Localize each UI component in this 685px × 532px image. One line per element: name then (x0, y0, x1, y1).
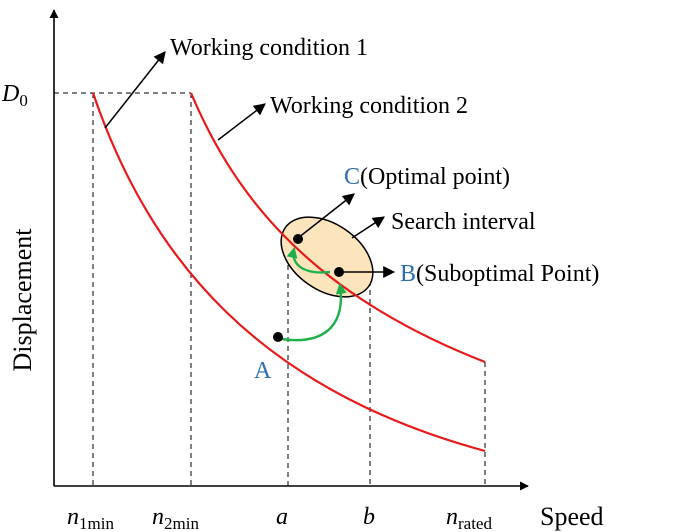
point-c-label: C(Optimal point) (344, 164, 510, 190)
working-condition-1-curve (91, 92, 486, 453)
point-b-label: B(Suboptimal Point) (400, 261, 599, 287)
x-tick-n2min: n2min (152, 504, 199, 532)
x-tick-a: a (276, 504, 288, 530)
working-condition-2-label: Working condition 2 (270, 93, 468, 119)
x-tick-b: b (363, 504, 375, 530)
x-tick-n1min-main: n (67, 504, 79, 530)
point-a-marker (273, 332, 283, 342)
x-tick-n2min-sub: 2min (164, 514, 199, 532)
y-tick-sub: 0 (19, 91, 28, 110)
x-tick-nrated: nrated (446, 504, 492, 532)
search-interval-pointer (351, 216, 386, 239)
working-condition-2-pointer (217, 103, 266, 141)
y-tick-d0: D0 (1, 81, 28, 110)
x-axis-label: Speed (540, 502, 604, 531)
y-tick-main: D (1, 81, 19, 107)
dashed-guides (54, 92, 486, 486)
y-axis-label: Displacement (8, 228, 37, 372)
x-tick-nrated-main: n (446, 504, 458, 530)
point-b-text: (Suboptimal Point) (416, 261, 599, 287)
working-condition-1-pointer (104, 51, 166, 129)
working-condition-1-label: Working condition 1 (170, 35, 368, 61)
optimal-point-pointer (297, 193, 355, 239)
search-interval-label: Search interval (391, 209, 536, 235)
point-c-marker (293, 234, 303, 244)
point-b-marker (334, 267, 344, 277)
point-c-text: (Optimal point) (360, 164, 510, 190)
x-tick-n1min-sub: 1min (79, 514, 114, 532)
a-to-b-transition-arrow (280, 282, 347, 342)
x-tick-n2min-main: n (152, 504, 164, 530)
x-tick-nrated-sub: rated (458, 514, 492, 532)
b-to-c-transition-arrow (286, 246, 331, 274)
point-c-letter: C (344, 164, 360, 190)
point-a-label: A (254, 358, 272, 384)
search-interval-ellipse (280, 216, 374, 298)
x-tick-n1min: n1min (67, 504, 114, 532)
point-b-letter: B (400, 261, 416, 287)
working-condition-2-curve (189, 92, 486, 364)
